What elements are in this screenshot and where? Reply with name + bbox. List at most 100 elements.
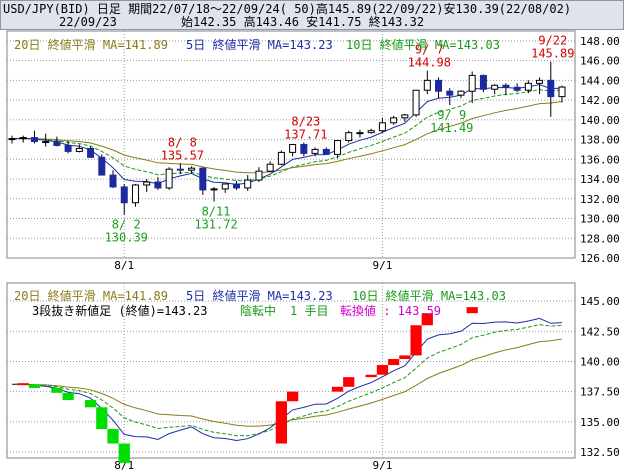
brick-down (118, 443, 130, 463)
candle-body-down (446, 90, 454, 96)
brick-down (51, 388, 63, 393)
brick-down (84, 400, 97, 408)
candle-body-up (244, 179, 252, 189)
candle-body-up (188, 167, 196, 171)
low-annotation-date: 8/11 (202, 205, 231, 219)
status-trend: 陰転中 (240, 304, 277, 318)
header-ohlc: 始142.35 高143.46 安141.75 終143.32 (181, 15, 425, 29)
candle-body-down (479, 74, 487, 90)
high-annotation-date: 9/ 7 (415, 43, 444, 57)
top-x-tick-label: 9/1 (372, 259, 392, 272)
candle-body-down (98, 156, 106, 176)
candle-body-down (64, 144, 72, 152)
high-annotation-date: 8/ 8 (168, 135, 197, 149)
top-y-tick-label: 142.00 (580, 94, 620, 107)
top-y-tick-label: 130.00 (580, 213, 620, 226)
high-annotation-value: 137.71 (284, 128, 327, 142)
candle-body-up (143, 181, 151, 186)
brick-down (62, 392, 74, 401)
chart-header: USD/JPY(BID) 日足 期間22/07/18～22/09/24( 50)… (0, 0, 624, 30)
high-annotation-value: 135.57 (161, 148, 204, 162)
legend-top-ma5: 5日 終値平滑 MA=143.23 (186, 38, 333, 52)
top-y-tick-label: 146.00 (580, 55, 620, 68)
low-annotation-value: 130.39 (105, 231, 148, 245)
top-y-tick-label: 138.00 (580, 134, 620, 147)
legend-bottom-ma20: 20日 終値平滑 MA=141.89 (14, 289, 168, 303)
candle-body-up (524, 82, 532, 91)
candle-body-up (8, 138, 16, 141)
candle-body-down (232, 183, 240, 189)
candle-body-up (558, 86, 566, 98)
top-y-tick-label: 140.00 (580, 114, 620, 127)
candle-body-up (345, 132, 353, 142)
low-annotation-date: 8/ 2 (112, 218, 141, 232)
candle-body-up (491, 84, 499, 90)
candle-body-up (457, 90, 465, 96)
low-annotation-value: 141.49 (430, 121, 473, 135)
bottom-y-tick-label: 140.00 (580, 355, 620, 368)
bottom-y-tick-label: 137.50 (580, 386, 620, 399)
high-annotation-date: 9/22 (538, 34, 567, 48)
top-ma20-line (11, 101, 563, 174)
legend-bottom-ma5: 5日 終値平滑 MA=143.23 (186, 289, 333, 303)
top-y-tick-label: 136.00 (580, 153, 620, 166)
candle-body-up (289, 144, 297, 153)
top-y-tick-label: 128.00 (580, 232, 620, 245)
header-period-info: USD/JPY(BID) 日足 期間22/07/18～22/09/24( 50)… (3, 2, 572, 16)
top-y-tick-label: 148.00 (580, 35, 620, 48)
candle-body-up (165, 168, 173, 189)
candle-body-up (42, 141, 50, 144)
low-annotation-date: 9/ 9 (437, 108, 466, 122)
candle-body-down (53, 141, 61, 146)
candle-body-up (390, 117, 398, 124)
candle-body-up (334, 140, 342, 155)
candle-body-up (75, 147, 83, 152)
brick-up (287, 391, 299, 402)
bottom-y-tick-label: 132.50 (580, 446, 620, 459)
high-annotation-date: 8/23 (291, 115, 320, 129)
brick-up (410, 325, 422, 356)
candle-body-up (266, 163, 274, 172)
brick-up (343, 377, 355, 387)
candle-body-up (401, 114, 409, 119)
top-ma10-line (11, 89, 563, 182)
legend-top-ma10: 10日 終値平滑 MA=143.03 (346, 38, 500, 52)
candle-body-down (176, 168, 184, 171)
bottom-x-tick-label: 9/1 (372, 459, 392, 472)
candle-body-up (311, 148, 319, 154)
candle-body-up (468, 74, 476, 92)
candle-body-up (356, 132, 364, 135)
status-step: 1 手目 (290, 304, 329, 318)
top-y-tick-label: 126.00 (580, 252, 620, 265)
brick-down (96, 407, 108, 430)
candle-body-down (199, 167, 207, 191)
brick-up (331, 386, 344, 392)
candle-body-up (412, 89, 420, 116)
high-annotation-value: 145.89 (531, 47, 574, 61)
top-y-tick-label: 144.00 (580, 74, 620, 87)
top-x-tick-label: 8/1 (114, 259, 134, 272)
brick-up (365, 374, 377, 378)
status-reversal-value: 転換値 : 143.59 (340, 304, 442, 318)
brick-up (388, 359, 400, 366)
candle-body-up (255, 170, 263, 181)
candle-body-down (322, 148, 330, 155)
candle-body-down (502, 84, 510, 88)
brick-up (376, 365, 389, 375)
status-close-value: 3段抜き新値足 (終値)=143.23 (32, 304, 208, 318)
legend-bottom-ma10: 10日 終値平滑 MA=143.03 (352, 289, 506, 303)
candle-body-down (30, 137, 38, 143)
legend-top-ma20: 20日 終値平滑 MA=141.89 (14, 38, 168, 52)
brick-up (466, 307, 478, 314)
candle-body-down (300, 144, 308, 154)
brick-up (421, 313, 433, 326)
candle-body-up (131, 184, 139, 204)
candle-body-up (221, 183, 229, 190)
candle-body-up (367, 130, 375, 134)
bottom-y-tick-label: 145.00 (580, 295, 620, 308)
candle-body-down (87, 147, 95, 158)
candle-body-down (120, 186, 128, 204)
top-y-tick-label: 134.00 (580, 173, 620, 186)
bottom-y-tick-label: 135.00 (580, 416, 620, 429)
